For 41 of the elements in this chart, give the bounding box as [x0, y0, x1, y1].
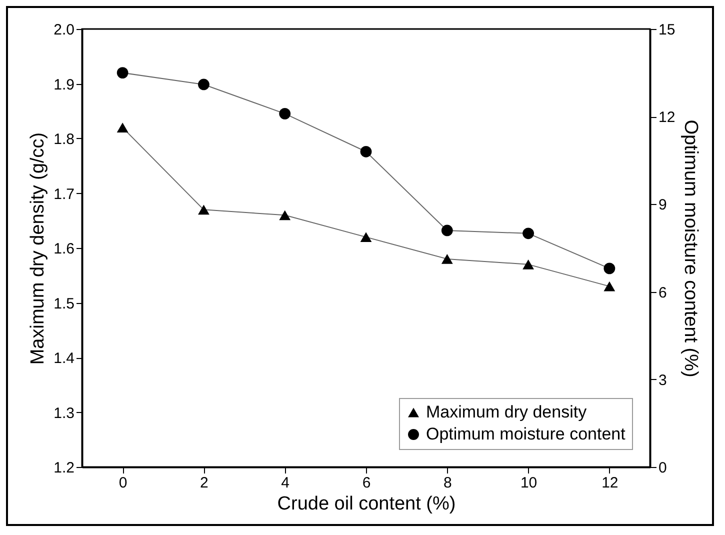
point	[441, 224, 453, 236]
x-tick-label: 10	[520, 474, 538, 492]
point	[360, 146, 372, 158]
x-tick-label: 4	[281, 474, 290, 492]
point	[279, 210, 291, 220]
point	[604, 262, 616, 274]
y-tick-label: 1.4	[54, 350, 74, 367]
y-tick-label: 2.0	[54, 22, 74, 38]
y2-tick-label: 12	[658, 109, 676, 126]
y-tick-label: 1.2	[54, 460, 74, 476]
x-tick-label: 0	[118, 474, 128, 492]
legend-label: Maximum dry density	[426, 402, 588, 422]
y2-tick-label: 0	[658, 460, 667, 476]
point	[116, 67, 128, 78]
point	[116, 122, 128, 132]
y2-tick-label: 9	[658, 196, 667, 214]
x-tick-label: 12	[602, 474, 618, 492]
y2-tick-label: 15	[658, 22, 676, 38]
y-tick-label: 1.9	[54, 76, 74, 94]
x-axis-title: Crude oil content (%)	[277, 494, 456, 514]
x-tick-label: 6	[362, 474, 371, 492]
point	[198, 78, 210, 90]
x-tick-label: 8	[443, 474, 452, 492]
point	[441, 254, 453, 264]
y-tick-label: 1.7	[54, 186, 74, 203]
y-tick-label: 1.6	[54, 240, 74, 258]
y2-axis-title: Optimum moisture content (%)	[680, 120, 702, 378]
point	[522, 228, 534, 240]
y2-tick-label: 3	[658, 372, 667, 389]
y-tick-label: 1.8	[54, 131, 74, 148]
y-axis-title: Maximum dry density (g/cc)	[28, 132, 49, 365]
point	[604, 281, 616, 292]
legend-label: Optimum moisture content	[426, 424, 626, 444]
point	[522, 259, 534, 270]
x-tick-label: 2	[200, 474, 208, 492]
point	[198, 204, 210, 215]
point	[279, 108, 291, 120]
y-tick-label: 1.3	[54, 404, 74, 422]
y-tick-label: 1.5	[54, 295, 74, 312]
y2-tick-label: 6	[658, 284, 667, 302]
point	[360, 232, 372, 242]
